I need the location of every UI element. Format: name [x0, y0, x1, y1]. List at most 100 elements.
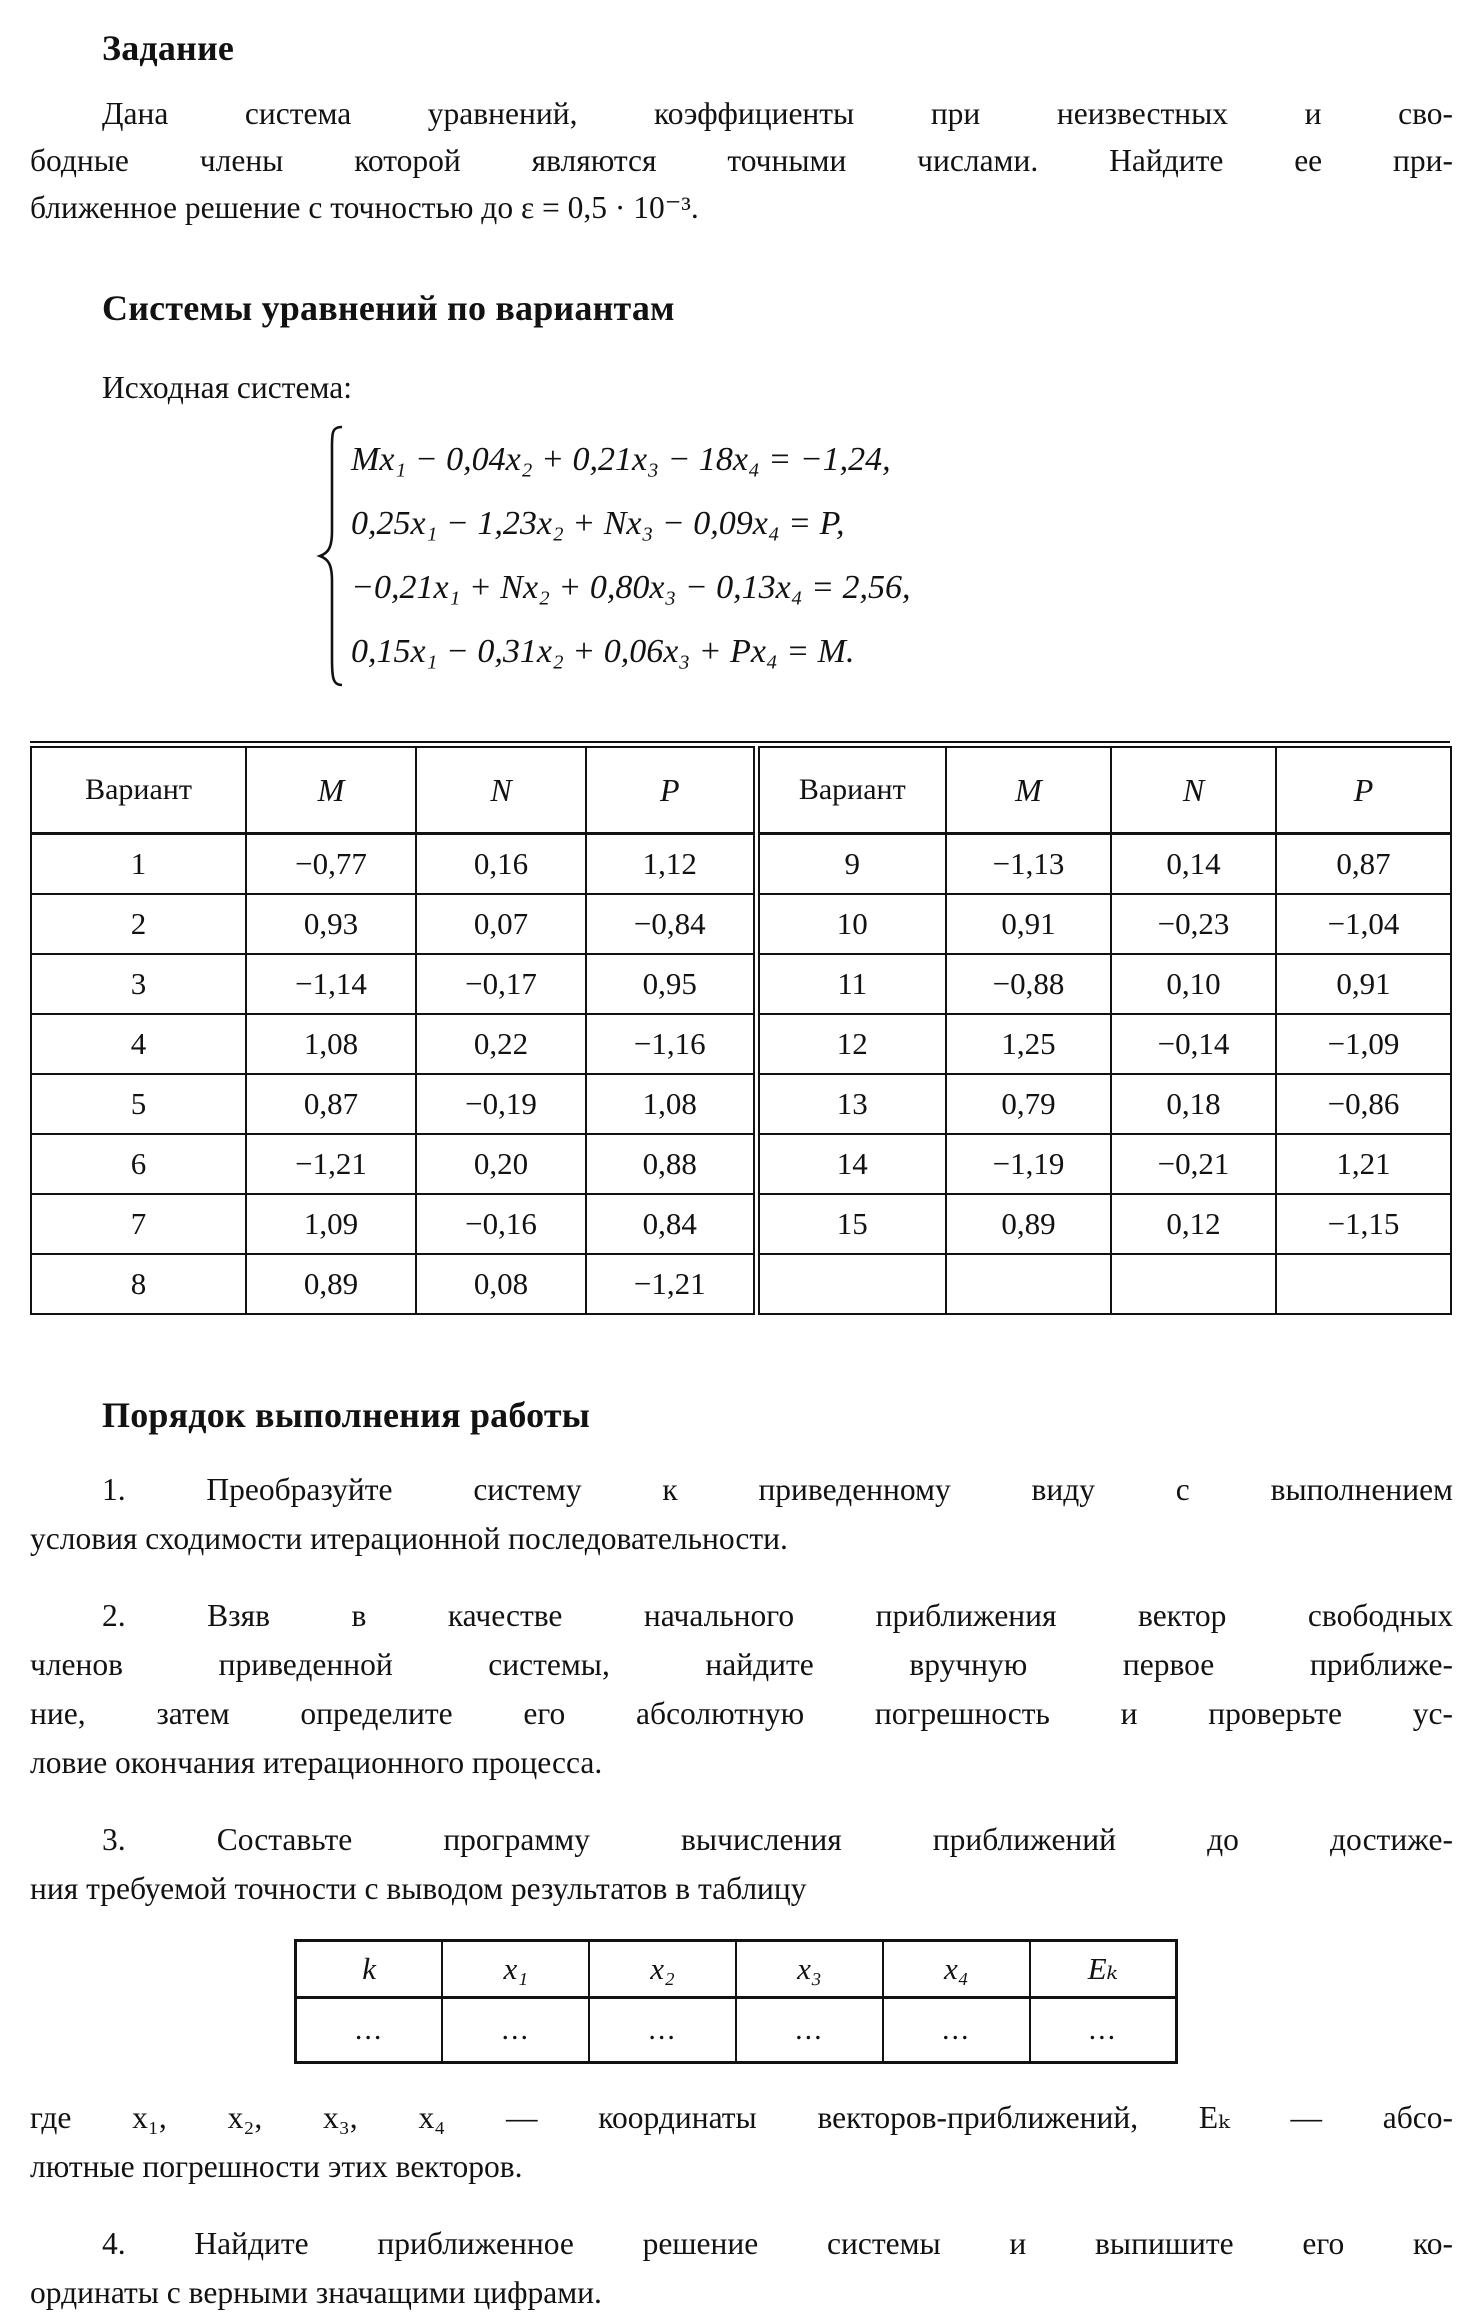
results-table-header-row: k x₁ x₂ x₃ x₄ Eₖ [294, 1939, 1178, 1999]
variants-table-body: 1 −0,77 0,16 1,12 9 −1,13 0,14 0,87 2 0,93 0,07 −0,… [30, 832, 1452, 1315]
text-line: Mx₁ − 0,04x₂ + 0,21x₃ − 18x₄ = −1,24, [351, 441, 891, 478]
equation-system: Mx₁ − 0,04x₂ + 0,21x₃ − 18x₄ = −1,24, 0,2… [315, 425, 1453, 687]
variants-table-header-row: Вариант M N P Вариант M N P [30, 746, 1452, 835]
procedure-step-4: 4. Найдите приближенное решение системы … [30, 2219, 1453, 2317]
column-header-p-right: P [1275, 746, 1452, 835]
table-cell: 1,21 [1275, 1133, 1452, 1195]
table-cell: 0,88 [585, 1133, 757, 1195]
table-cell [752, 1253, 947, 1315]
table-cell: 4 [30, 1013, 247, 1075]
table-cell: 1,08 [245, 1013, 417, 1075]
table-cell: 0,95 [585, 953, 757, 1015]
column-header-x4: x₄ [881, 1939, 1031, 1999]
column-header-n-right: N [1110, 746, 1277, 835]
text-line: 1. Преобразуйте систему к приведенному в… [102, 1472, 1453, 1507]
table-cell: −0,14 [1110, 1013, 1277, 1075]
table-cell: 0,12 [1110, 1193, 1277, 1255]
column-header-m-left: M [245, 746, 417, 835]
procedure-step-2: 2. Взяв в качестве начального приближени… [30, 1591, 1453, 1787]
column-header-variant-right: Вариант [752, 746, 947, 835]
variants-table: Вариант M N P Вариант M N P 1 −0,77 0,16 1,… [30, 746, 1452, 1315]
table-cell: ... [588, 1996, 737, 2064]
column-header-k: k [294, 1939, 444, 1999]
table-cell: −0,23 [1110, 893, 1277, 955]
table-cell: 0,10 [1110, 953, 1277, 1015]
text-line: Дана система уравнений, коэффициенты при… [102, 96, 1453, 131]
initial-system-label: Исходная система: [102, 370, 352, 405]
table-cell: −1,14 [245, 953, 417, 1015]
text-line: −0,21x₁ + Nx₂ + 0,80x₃ − 0,13x₄ = 2,56, [351, 569, 911, 606]
text-line: лютные погрешности этих векторов. [30, 2149, 523, 2184]
procedure-step-1: 1. Преобразуйте систему к приведенному в… [30, 1465, 1453, 1563]
table-cell: 0,91 [945, 893, 1112, 955]
table-cell: −0,16 [415, 1193, 587, 1255]
table-cell: 0,89 [245, 1253, 417, 1315]
text-line: ловие окончания итерационного процесса. [30, 1745, 603, 1780]
column-header-p-left: P [585, 746, 757, 835]
table-cell: −0,84 [585, 893, 757, 955]
table-cell: 0,20 [415, 1133, 587, 1195]
table-cell: 13 [752, 1073, 947, 1135]
table-cell [1275, 1253, 1452, 1315]
task-paragraph: Дана система уравнений, коэффициенты при… [30, 90, 1453, 231]
table-cell: 0,84 [585, 1193, 757, 1255]
table-cell: 9 [752, 832, 947, 895]
table-cell: −0,17 [415, 953, 587, 1015]
left-curly-brace-icon [316, 425, 343, 687]
table-row: 6 −1,21 0,20 0,88 14 −1,19 −0,21 1,21 [30, 1133, 1452, 1195]
table-row: 5 0,87 −0,19 1,08 13 0,79 0,18 −0,86 [30, 1073, 1452, 1135]
table-cell: 1,25 [945, 1013, 1112, 1075]
table-cell: 0,07 [415, 893, 587, 955]
equation-lines: Mx₁ − 0,04x₂ + 0,21x₃ − 18x₄ = −1,24, 0,2… [351, 428, 911, 684]
table-row: 2 0,93 0,07 −0,84 10 0,91 −0,23 −1,04 [30, 893, 1452, 955]
results-table: k x₁ x₂ x₃ x₄ Eₖ .................. [294, 1939, 1178, 2064]
table-row: 3 −1,14 −0,17 0,95 11 −0,88 0,10 0,91 [30, 953, 1452, 1015]
table-cell: 3 [30, 953, 247, 1015]
table-row: 4 1,08 0,22 −1,16 12 1,25 −0,14 −1,09 [30, 1013, 1452, 1075]
table-cell: 7 [30, 1193, 247, 1255]
table-cell: −1,15 [1275, 1193, 1452, 1255]
table-cell: 11 [752, 953, 947, 1015]
table-cell: 0,89 [945, 1193, 1112, 1255]
table-cell: −0,77 [245, 832, 417, 895]
table-cell: 0,14 [1110, 832, 1277, 895]
column-header-n-left: N [415, 746, 587, 835]
table-cell: 1 [30, 832, 247, 895]
legend-paragraph: где x₁, x₂, x₃, x₄ — координаты векторов… [30, 2093, 1453, 2191]
table-cell: 0,16 [415, 832, 587, 895]
table-cell [945, 1253, 1112, 1315]
table-cell: 1,08 [585, 1073, 757, 1135]
text-line: членов приведенной системы, найдите вруч… [30, 1647, 1453, 1682]
table-cell: ... [881, 1996, 1031, 2064]
column-header-x1: x₁ [441, 1939, 591, 1999]
table-cell: 0,18 [1110, 1073, 1277, 1135]
table-cell: 0,87 [245, 1073, 417, 1135]
text-line: 0,15x₁ − 0,31x₂ + 0,06x₃ + Px₄ = M. [351, 633, 855, 670]
table-row: .................. [294, 1996, 1178, 2064]
table-cell: 14 [752, 1133, 947, 1195]
table-row: 1 −0,77 0,16 1,12 9 −1,13 0,14 0,87 [30, 832, 1452, 895]
table-cell: −0,19 [415, 1073, 587, 1135]
table-cell: −1,19 [945, 1133, 1112, 1195]
text-line: ближенное решение с точностью до ε = 0,5… [30, 190, 699, 225]
table-cell: 0,87 [1275, 832, 1452, 895]
table-cell: 5 [30, 1073, 247, 1135]
column-header-variant-left: Вариант [30, 746, 247, 835]
text-line: где x₁, x₂, x₃, x₄ — координаты векторов… [30, 2100, 1453, 2135]
table-cell: 1,09 [245, 1193, 417, 1255]
procedure-step-3: 3. Составьте программу вычисления прибли… [30, 1815, 1453, 1913]
table-cell: −1,21 [585, 1253, 757, 1315]
table-cell: ... [734, 1996, 884, 2064]
table-row: 7 1,09 −0,16 0,84 15 0,89 0,12 −1,15 [30, 1193, 1452, 1255]
table-cell: −0,21 [1110, 1133, 1277, 1195]
table-cell: ... [441, 1996, 591, 2064]
text-line: 3. Составьте программу вычисления прибли… [102, 1822, 1453, 1857]
table-cell: 0,08 [415, 1253, 587, 1315]
text-line: ординаты с верными значащими цифрами. [30, 2275, 602, 2310]
table-cell: 0,93 [245, 893, 417, 955]
text-line: 4. Найдите приближенное решение системы … [102, 2226, 1453, 2261]
table-cell: −1,13 [945, 832, 1112, 895]
column-header-x2: x₂ [588, 1939, 737, 1999]
systems-heading: Системы уравнений по вариантам [102, 288, 675, 328]
table-cell: 12 [752, 1013, 947, 1075]
